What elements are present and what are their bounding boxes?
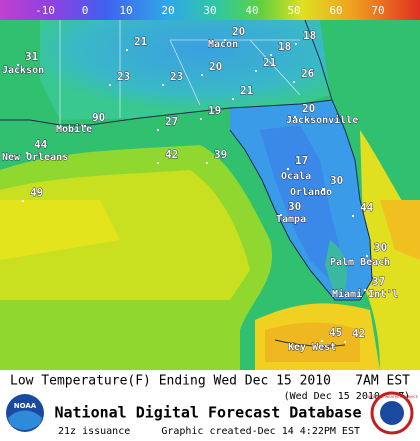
station-dot — [280, 214, 282, 216]
scale-label: 20 — [161, 4, 174, 17]
nws-logo: NATIONAL WEATHER SERVICE — [366, 391, 418, 435]
temperature: 18 — [278, 40, 291, 53]
scale-label: 0 — [82, 4, 89, 17]
station-dot — [22, 200, 24, 202]
issuance: 21z issuance — [58, 426, 130, 437]
station-dot — [109, 84, 111, 86]
station-dot — [352, 215, 354, 217]
nws-text: NATIONAL WEATHER SERVICE — [366, 395, 418, 399]
station-dot — [162, 84, 164, 86]
city-name: Key West — [288, 342, 336, 353]
temperature: 30 — [330, 174, 343, 187]
map-labels: Jackson Macon Mobile New Orleans Jacksonvill… — [2, 25, 399, 354]
temperature: 21 — [240, 84, 254, 97]
city-name: Mobile — [56, 123, 92, 135]
scale-label: 40 — [245, 4, 258, 17]
created: Graphic created-Dec 14 4:22PM EST — [161, 426, 360, 437]
temperature: 20 — [302, 102, 315, 115]
footer-bg — [0, 370, 420, 441]
city-name: Tampa — [276, 214, 306, 225]
station-dot — [232, 98, 234, 100]
title: Low Temperature(F) Ending Wed Dec 15 201… — [10, 374, 331, 389]
utc-time: (Wed Dec 15 2010 12Z) — [284, 391, 410, 402]
temperature: 42 — [352, 327, 365, 340]
database-name: National Digital Forecast Database — [54, 404, 361, 422]
station-dot — [200, 118, 202, 120]
temperature: 20 — [209, 60, 222, 73]
map-area — [0, 19, 420, 370]
station-dot — [366, 255, 368, 257]
station-dot — [344, 341, 346, 343]
temperature: 23 — [170, 70, 183, 83]
city-name: Jacksonville — [286, 114, 358, 126]
temperature: 44 — [360, 201, 374, 214]
city-name: Ocala — [281, 171, 311, 182]
station-dot — [17, 64, 19, 66]
temperature: 31 — [25, 50, 39, 63]
station-dot — [293, 81, 295, 83]
scale-label: 60 — [329, 4, 342, 17]
temperature: 17 — [295, 154, 308, 167]
station-dot — [255, 70, 257, 72]
station-dot — [295, 43, 297, 45]
temperature: 90 — [92, 111, 105, 124]
temperature: 30 — [288, 200, 301, 213]
station-dot — [270, 54, 272, 56]
station-dot — [287, 168, 289, 170]
scale-label: 50 — [287, 4, 300, 17]
temperature: 23 — [117, 70, 130, 83]
station-dot — [294, 116, 296, 118]
temperature: 44 — [34, 138, 48, 151]
noaa-logo: NOAA — [6, 394, 44, 432]
temperature: 21 — [263, 56, 277, 69]
temperature: 18 — [303, 29, 316, 42]
temperature: 27 — [165, 115, 178, 128]
city-name: Miami Int'l — [332, 288, 398, 300]
station-dot — [322, 188, 324, 190]
city-name: Macon — [208, 39, 238, 50]
station-dot — [364, 289, 366, 291]
city-name: Palm Beach — [330, 257, 390, 268]
temperature: 39 — [214, 148, 227, 161]
temperature: 20 — [232, 25, 245, 38]
temperature: 30 — [374, 241, 387, 254]
temperature: 37 — [372, 275, 385, 288]
station-dot — [157, 129, 159, 131]
scale-label: 30 — [203, 4, 216, 17]
city-name: New Orleans — [2, 152, 68, 163]
noaa-text: NOAA — [14, 402, 37, 410]
temperature: 45 — [329, 326, 342, 339]
city-name: Orlando — [290, 187, 332, 198]
station-dot — [84, 125, 86, 127]
station-dot — [206, 162, 208, 164]
temperature: 42 — [165, 148, 178, 161]
scale-label: -10 — [35, 4, 55, 17]
station-dot — [126, 49, 128, 51]
station-dot — [201, 74, 203, 76]
temperature: 21 — [134, 35, 148, 48]
station-dot — [321, 340, 323, 342]
scale-label: 10 — [119, 4, 132, 17]
color-scale-bar — [0, 0, 420, 20]
scale-label: 70 — [371, 4, 384, 17]
city-name: Jackson — [2, 65, 44, 76]
temperature: 19 — [208, 104, 221, 117]
station-dot — [26, 152, 28, 154]
valid-time: 7AM EST — [355, 374, 410, 389]
station-dot — [157, 162, 159, 164]
temperature: 49 — [30, 186, 43, 199]
color-scale-labels: -10 0 10 20 30 40 50 60 70 — [35, 4, 385, 17]
station-dot — [224, 39, 226, 41]
temperature: 26 — [301, 67, 315, 80]
